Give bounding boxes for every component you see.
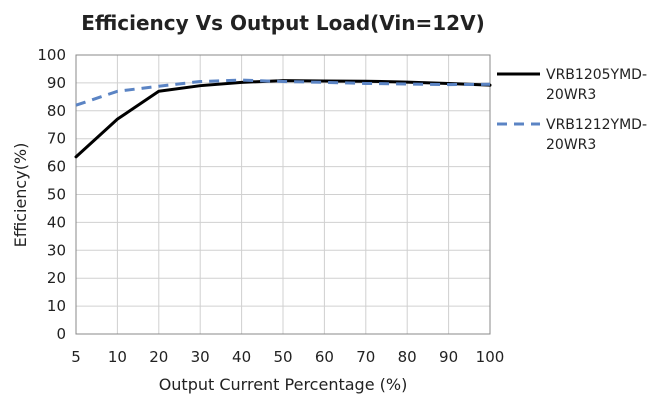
y-tick-label: 10 <box>47 297 66 315</box>
legend-label: VRB1212YMD-20WR3 <box>546 117 647 153</box>
x-tick-label: 40 <box>232 348 251 366</box>
legend-label: VRB1205YMD-20WR3 <box>546 67 647 103</box>
grid-lines <box>75 54 491 335</box>
x-tick-label: 70 <box>356 348 375 366</box>
x-tick-label: 60 <box>315 348 334 366</box>
legend: VRB1205YMD-20WR3 VRB1212YMD-20WR3 <box>497 67 647 153</box>
y-tick-label: 50 <box>47 186 66 204</box>
x-tick-label: 20 <box>149 348 168 366</box>
y-tick-labels: 0 10 20 30 40 50 60 70 80 90 100 <box>37 46 66 343</box>
y-tick-label: 90 <box>47 74 66 92</box>
x-axis-label: Output Current Percentage (%) <box>159 375 408 394</box>
series-lines <box>74 78 492 159</box>
y-tick-label: 100 <box>37 46 66 64</box>
x-tick-label: 80 <box>398 348 417 366</box>
x-tick-label: 30 <box>191 348 210 366</box>
x-tick-label: 100 <box>476 348 505 366</box>
x-tick-label: 10 <box>108 348 127 366</box>
chart-title: Efficiency Vs Output Load(Vin=12V) <box>81 11 484 35</box>
y-tick-label: 60 <box>47 158 66 176</box>
y-tick-label: 30 <box>47 241 66 259</box>
x-tick-label: 5 <box>71 348 81 366</box>
y-tick-label: 80 <box>47 102 66 120</box>
x-tick-labels: 5 10 20 30 40 50 60 70 80 90 100 <box>71 348 504 366</box>
x-tick-label: 90 <box>439 348 458 366</box>
y-tick-label: 20 <box>47 269 66 287</box>
y-tick-label: 70 <box>47 130 66 148</box>
y-tick-label: 0 <box>56 325 66 343</box>
x-tick-label: 50 <box>273 348 292 366</box>
series-line <box>75 78 491 107</box>
y-tick-label: 40 <box>47 213 66 231</box>
y-axis-label: Efficiency(%) <box>11 143 30 248</box>
plot-frame <box>75 54 491 335</box>
